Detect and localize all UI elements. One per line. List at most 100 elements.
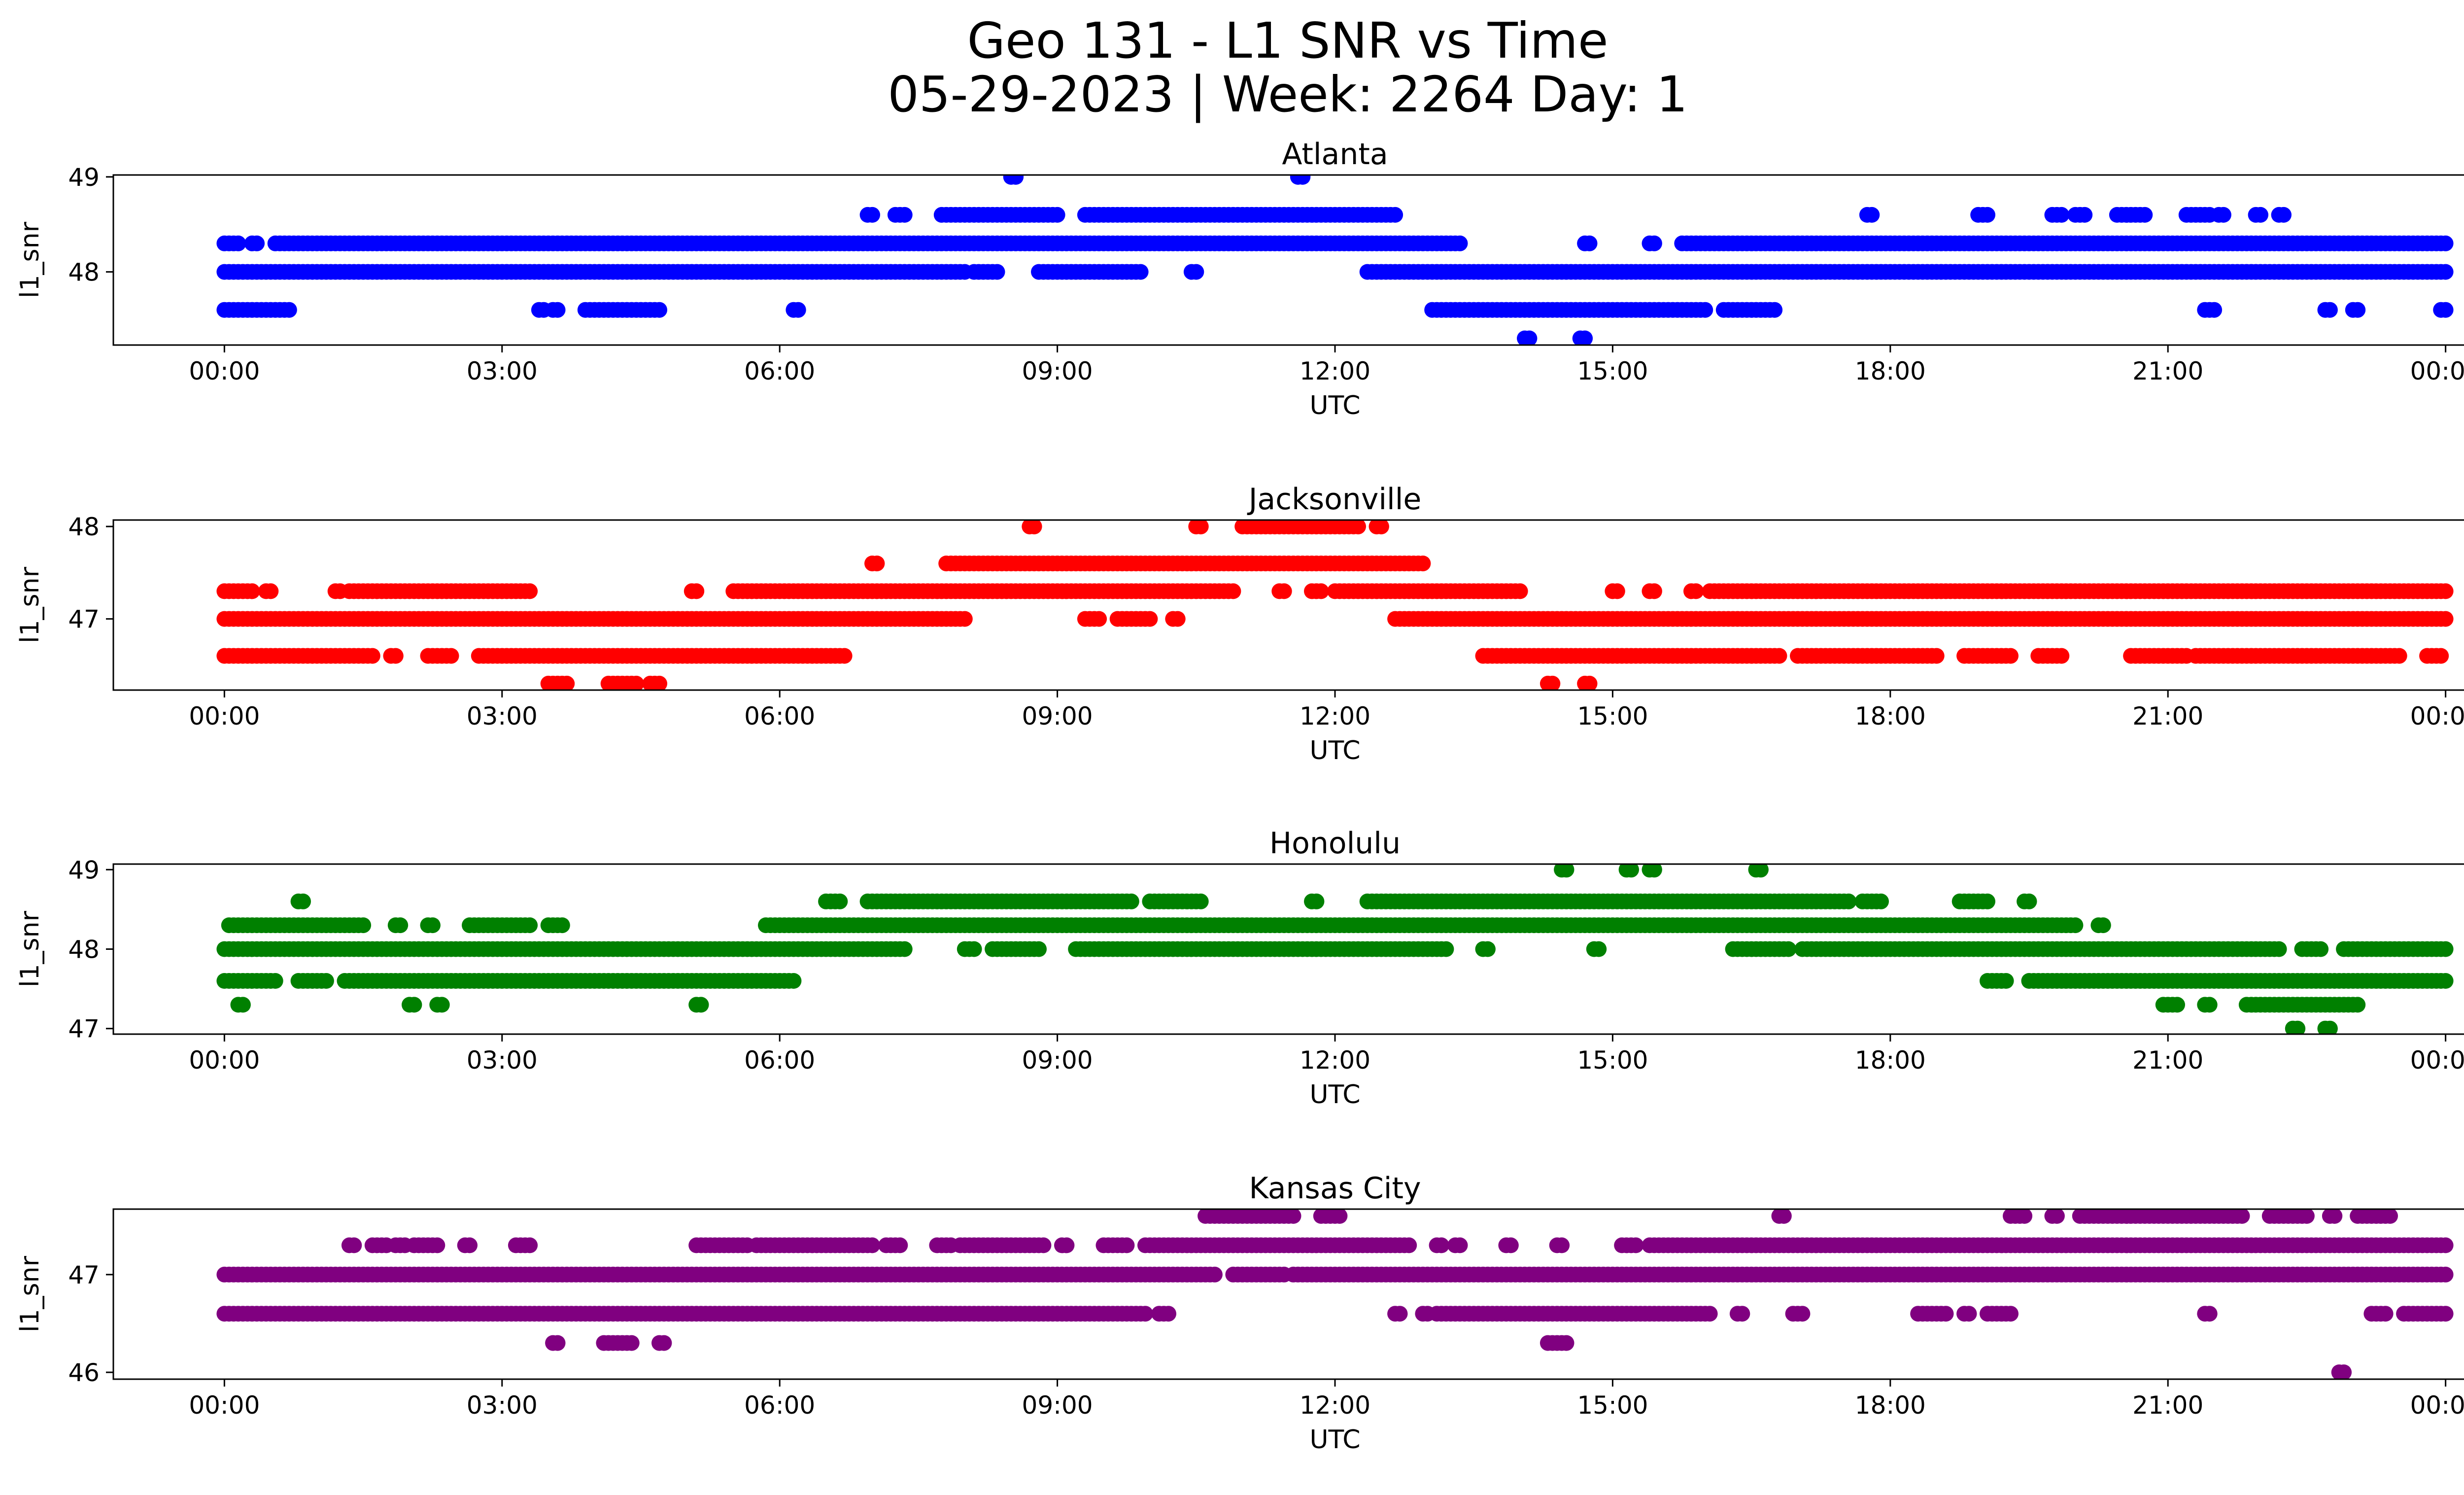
data-point bbox=[1521, 330, 1538, 345]
data-point bbox=[1767, 302, 1783, 318]
data-point bbox=[2437, 1266, 2454, 1283]
data-point bbox=[1841, 893, 1857, 909]
data-point bbox=[2437, 941, 2454, 957]
axes-frame bbox=[112, 174, 2464, 346]
data-point bbox=[1544, 675, 1561, 690]
data-point bbox=[1313, 583, 1329, 599]
data-point bbox=[693, 997, 709, 1013]
data-point bbox=[355, 917, 372, 934]
figure-title-line2: 05-29-2023 | Week: 2264 Day: 1 bbox=[888, 66, 1688, 123]
data-point bbox=[836, 648, 853, 664]
data-point bbox=[1225, 583, 1241, 599]
data-point bbox=[1452, 235, 1468, 251]
data-point bbox=[2253, 207, 2268, 223]
data-point bbox=[2053, 207, 2070, 223]
data-point bbox=[364, 648, 380, 664]
y-axis-label: l1_snr bbox=[15, 910, 45, 987]
data-point bbox=[1961, 1306, 1977, 1322]
data-point bbox=[2169, 997, 2185, 1013]
data-point bbox=[2350, 302, 2366, 318]
data-point bbox=[869, 556, 885, 572]
data-point bbox=[1049, 207, 1065, 223]
x-tick-label: 12:00 bbox=[1300, 1046, 1370, 1075]
data-point bbox=[1142, 611, 1158, 627]
data-points bbox=[216, 1209, 2454, 1379]
x-tick-label: 12:00 bbox=[1300, 357, 1370, 385]
data-point bbox=[2049, 1209, 2065, 1224]
data-point bbox=[790, 302, 806, 318]
data-point bbox=[1938, 1306, 1954, 1322]
data-point bbox=[2377, 1306, 2394, 1322]
data-point bbox=[2382, 1209, 2398, 1224]
data-point bbox=[651, 302, 667, 318]
data-point bbox=[281, 302, 297, 318]
data-point bbox=[1285, 1209, 1301, 1224]
x-axis-label: UTC bbox=[1309, 391, 1360, 420]
axes-frame bbox=[112, 519, 2464, 691]
y-tick-label: 48 bbox=[68, 936, 100, 964]
data-point bbox=[628, 675, 645, 690]
data-point bbox=[2327, 1209, 2343, 1224]
x-tick-label: 09:00 bbox=[1022, 1391, 1093, 1420]
x-tick-label: 21:00 bbox=[2132, 1046, 2203, 1075]
y-axis-label: l1_snr bbox=[15, 566, 45, 643]
data-point bbox=[1702, 1306, 1718, 1322]
data-point bbox=[2234, 1209, 2250, 1224]
data-point bbox=[1512, 583, 1528, 599]
x-tick-label: 00:00 bbox=[189, 1046, 260, 1075]
x-axis-label: UTC bbox=[1309, 1425, 1360, 1455]
data-point bbox=[2201, 1306, 2218, 1322]
subplot-atlanta: 00:00 03:00 06:00 09:00 12:00 15:00 18:00 21:00… bbox=[15, 137, 2464, 420]
data-point bbox=[522, 917, 538, 934]
subplot-kansas-city: 00:00 03:00 06:00 09:00 12:00 15:00 18:00 21:00… bbox=[15, 1171, 2464, 1455]
data-point bbox=[462, 1237, 478, 1253]
data-point bbox=[1591, 941, 1607, 957]
data-point bbox=[263, 583, 279, 599]
data-point bbox=[1193, 520, 1209, 535]
data-point bbox=[1771, 648, 1787, 664]
data-point bbox=[1980, 893, 1995, 909]
data-point bbox=[2021, 893, 2037, 909]
y-tick-label: 47 bbox=[68, 1015, 100, 1043]
y-tick-label: 49 bbox=[68, 163, 100, 192]
data-point bbox=[896, 941, 913, 957]
data-point bbox=[1401, 1237, 1417, 1253]
x-tick-label: 09:00 bbox=[1022, 357, 1093, 385]
data-point bbox=[1581, 675, 1598, 690]
data-point bbox=[1479, 941, 1496, 957]
data-point bbox=[392, 917, 409, 934]
x-tick-label: 15:00 bbox=[1577, 702, 1648, 730]
data-point bbox=[429, 1237, 445, 1253]
data-point bbox=[2437, 973, 2454, 989]
data-point bbox=[2350, 997, 2366, 1013]
y-tick-label: 48 bbox=[68, 513, 100, 541]
data-point bbox=[1864, 207, 1880, 223]
data-point bbox=[623, 1335, 640, 1351]
x-tick-label: 09:00 bbox=[1022, 702, 1093, 730]
data-point bbox=[559, 675, 575, 690]
data-point bbox=[1558, 1335, 1574, 1351]
data-point bbox=[1193, 893, 1209, 909]
data-point bbox=[2437, 583, 2454, 599]
data-point bbox=[1123, 893, 1139, 909]
data-point bbox=[249, 235, 265, 251]
x-tick-label: 00:00 bbox=[2410, 1391, 2464, 1420]
x-tick-label: 00:00 bbox=[2410, 357, 2464, 385]
x-tick-label: 00:00 bbox=[2410, 702, 2464, 730]
data-point bbox=[1188, 264, 1204, 280]
data-point bbox=[966, 941, 982, 957]
data-points bbox=[216, 175, 2454, 345]
data-point bbox=[346, 1237, 362, 1253]
data-point bbox=[2437, 1237, 2454, 1253]
data-points bbox=[216, 520, 2454, 690]
data-point bbox=[1697, 302, 1713, 318]
x-tick-label: 06:00 bbox=[744, 702, 815, 730]
data-point bbox=[1332, 1209, 1348, 1224]
data-point bbox=[2017, 1209, 2033, 1224]
data-point bbox=[1873, 893, 1889, 909]
data-point bbox=[1373, 520, 1389, 535]
x-tick-label: 15:00 bbox=[1577, 1391, 1648, 1420]
data-point bbox=[2067, 917, 2084, 934]
data-point bbox=[1780, 941, 1797, 957]
